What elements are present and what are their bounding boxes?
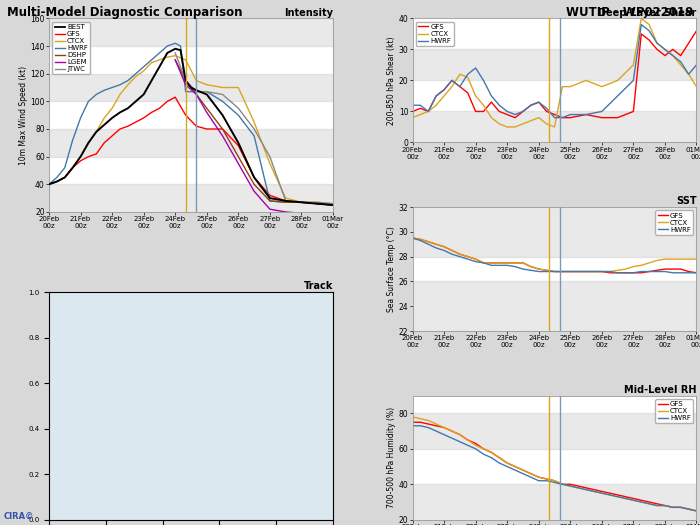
Y-axis label: 10m Max Wind Speed (kt): 10m Max Wind Speed (kt) xyxy=(19,66,27,165)
Bar xyxy=(412,281,696,331)
Text: Multi-Model Diagnostic Comparison: Multi-Model Diagnostic Comparison xyxy=(7,6,242,19)
Y-axis label: Sea Surface Temp (°C): Sea Surface Temp (°C) xyxy=(387,226,395,312)
Text: WUTIP - WP022019: WUTIP - WP022019 xyxy=(566,6,693,19)
Y-axis label: 200-850 hPa Shear (kt): 200-850 hPa Shear (kt) xyxy=(387,36,395,125)
Bar xyxy=(412,111,696,142)
Bar xyxy=(412,49,696,80)
Legend: GFS, CTCX, HWRF: GFS, CTCX, HWRF xyxy=(655,211,693,235)
Legend: GFS, CTCX, HWRF: GFS, CTCX, HWRF xyxy=(655,399,693,423)
Text: CIRA©: CIRA© xyxy=(4,512,34,521)
Bar xyxy=(49,129,333,156)
Y-axis label: 700-500 hPa Humidity (%): 700-500 hPa Humidity (%) xyxy=(387,407,395,508)
Bar xyxy=(49,74,333,101)
Bar xyxy=(412,207,696,257)
Legend: GFS, CTCX, HWRF: GFS, CTCX, HWRF xyxy=(416,22,454,46)
Text: Intensity: Intensity xyxy=(284,7,333,18)
Legend: BEST, GFS, CTCX, HWRF, DSHP, LGEM, JTWC: BEST, GFS, CTCX, HWRF, DSHP, LGEM, JTWC xyxy=(52,22,90,74)
Text: Deep-Layer Shear: Deep-Layer Shear xyxy=(598,7,696,18)
Text: Mid-Level RH: Mid-Level RH xyxy=(624,385,696,395)
Bar xyxy=(412,484,696,520)
Text: SST: SST xyxy=(676,196,696,206)
Text: Track: Track xyxy=(304,281,333,291)
Bar xyxy=(49,18,333,46)
Bar xyxy=(49,184,333,212)
Bar xyxy=(412,413,696,449)
